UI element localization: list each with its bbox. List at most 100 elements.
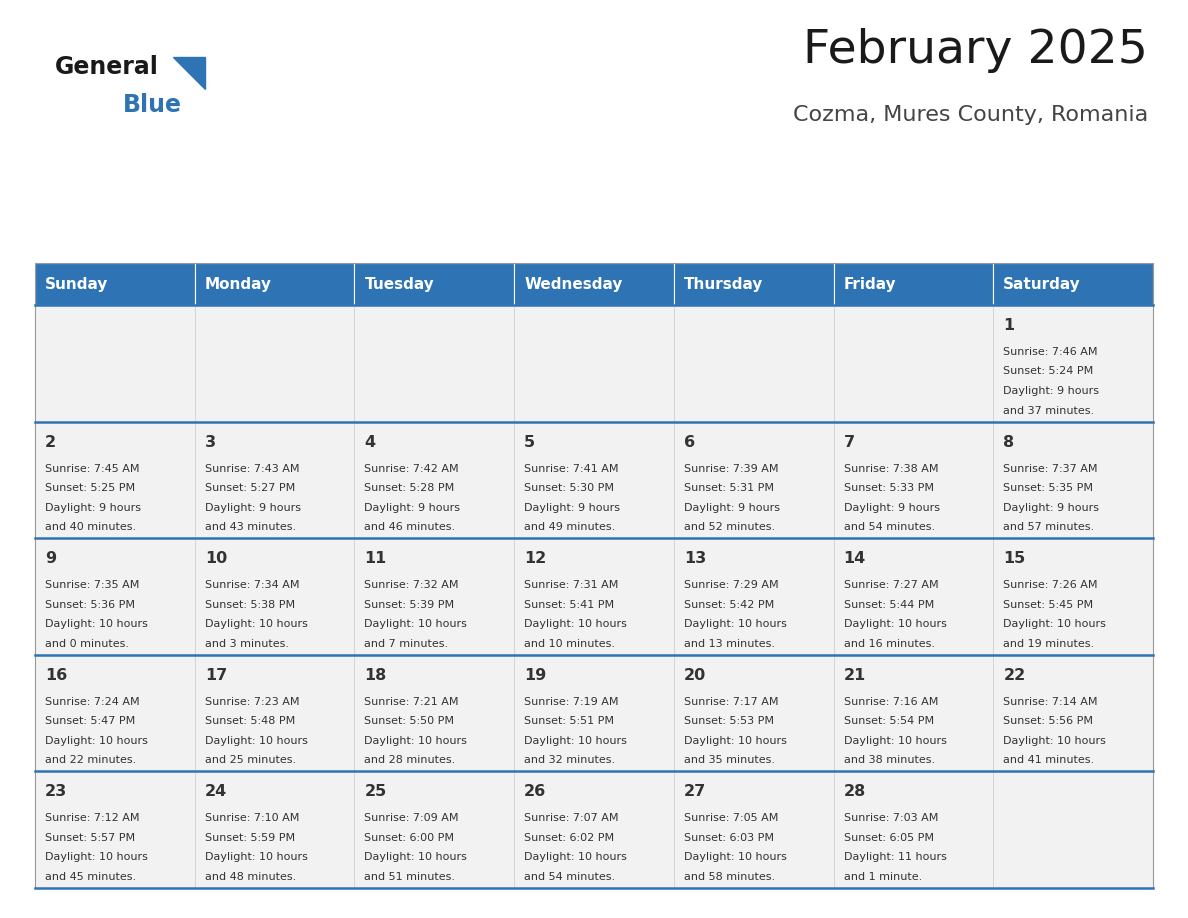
Text: Daylight: 9 hours: Daylight: 9 hours xyxy=(365,502,461,512)
Text: Monday: Monday xyxy=(204,276,272,292)
Text: Sunset: 5:28 PM: Sunset: 5:28 PM xyxy=(365,483,455,493)
Text: Sunrise: 7:23 AM: Sunrise: 7:23 AM xyxy=(204,697,299,707)
Text: Sunset: 5:45 PM: Sunset: 5:45 PM xyxy=(1004,599,1093,610)
Bar xyxy=(834,771,993,888)
Bar xyxy=(993,771,1154,888)
Bar xyxy=(195,421,354,538)
Text: and 54 minutes.: and 54 minutes. xyxy=(843,522,935,532)
Bar xyxy=(354,305,514,421)
Text: Daylight: 10 hours: Daylight: 10 hours xyxy=(684,736,786,745)
Bar xyxy=(195,538,354,655)
Text: and 40 minutes.: and 40 minutes. xyxy=(45,522,137,532)
Bar xyxy=(993,655,1154,771)
Text: Sunset: 5:53 PM: Sunset: 5:53 PM xyxy=(684,716,773,726)
Text: Daylight: 9 hours: Daylight: 9 hours xyxy=(204,502,301,512)
Bar xyxy=(674,421,834,538)
Text: Sunset: 5:38 PM: Sunset: 5:38 PM xyxy=(204,599,295,610)
Text: Sunset: 5:24 PM: Sunset: 5:24 PM xyxy=(1004,366,1093,376)
Text: Sunset: 5:42 PM: Sunset: 5:42 PM xyxy=(684,599,775,610)
Text: General: General xyxy=(55,55,159,79)
Text: Daylight: 10 hours: Daylight: 10 hours xyxy=(843,736,947,745)
Bar xyxy=(834,538,993,655)
Bar xyxy=(34,421,195,538)
Text: Daylight: 10 hours: Daylight: 10 hours xyxy=(524,620,627,629)
Text: 7: 7 xyxy=(843,434,854,450)
Text: and 38 minutes.: and 38 minutes. xyxy=(843,756,935,766)
Text: Sunset: 5:57 PM: Sunset: 5:57 PM xyxy=(45,833,135,843)
Text: Daylight: 10 hours: Daylight: 10 hours xyxy=(45,736,147,745)
Text: Daylight: 10 hours: Daylight: 10 hours xyxy=(45,853,147,862)
Text: Daylight: 10 hours: Daylight: 10 hours xyxy=(524,853,627,862)
Text: 23: 23 xyxy=(45,784,68,800)
Text: Sunrise: 7:38 AM: Sunrise: 7:38 AM xyxy=(843,464,939,474)
Text: 1: 1 xyxy=(1004,318,1015,333)
Text: and 1 minute.: and 1 minute. xyxy=(843,872,922,882)
Text: and 57 minutes.: and 57 minutes. xyxy=(1004,522,1094,532)
Bar xyxy=(674,655,834,771)
Bar xyxy=(34,305,195,421)
Text: Sunset: 5:51 PM: Sunset: 5:51 PM xyxy=(524,716,614,726)
Text: Sunset: 5:56 PM: Sunset: 5:56 PM xyxy=(1004,716,1093,726)
Text: Daylight: 10 hours: Daylight: 10 hours xyxy=(684,853,786,862)
Text: Sunset: 5:36 PM: Sunset: 5:36 PM xyxy=(45,599,135,610)
Text: Sunset: 5:59 PM: Sunset: 5:59 PM xyxy=(204,833,295,843)
Text: 25: 25 xyxy=(365,784,386,800)
Text: Sunrise: 7:39 AM: Sunrise: 7:39 AM xyxy=(684,464,778,474)
Bar xyxy=(34,263,195,305)
Text: Sunset: 5:27 PM: Sunset: 5:27 PM xyxy=(204,483,295,493)
Text: Sunrise: 7:35 AM: Sunrise: 7:35 AM xyxy=(45,580,139,590)
Bar xyxy=(195,263,354,305)
Text: Daylight: 10 hours: Daylight: 10 hours xyxy=(365,620,467,629)
Text: Daylight: 10 hours: Daylight: 10 hours xyxy=(1004,620,1106,629)
Text: Daylight: 10 hours: Daylight: 10 hours xyxy=(365,736,467,745)
Text: 26: 26 xyxy=(524,784,546,800)
Text: Daylight: 10 hours: Daylight: 10 hours xyxy=(1004,736,1106,745)
Text: 6: 6 xyxy=(684,434,695,450)
Text: Sunday: Sunday xyxy=(45,276,108,292)
Text: Sunset: 5:47 PM: Sunset: 5:47 PM xyxy=(45,716,135,726)
Text: Sunrise: 7:26 AM: Sunrise: 7:26 AM xyxy=(1004,580,1098,590)
Bar xyxy=(514,263,674,305)
Text: Daylight: 11 hours: Daylight: 11 hours xyxy=(843,853,947,862)
Text: 9: 9 xyxy=(45,551,56,566)
Text: Sunrise: 7:17 AM: Sunrise: 7:17 AM xyxy=(684,697,778,707)
Text: Thursday: Thursday xyxy=(684,276,763,292)
Text: Sunset: 5:54 PM: Sunset: 5:54 PM xyxy=(843,716,934,726)
Text: and 10 minutes.: and 10 minutes. xyxy=(524,639,615,649)
Text: 12: 12 xyxy=(524,551,546,566)
Text: and 46 minutes.: and 46 minutes. xyxy=(365,522,455,532)
Text: 15: 15 xyxy=(1004,551,1025,566)
Text: 5: 5 xyxy=(524,434,536,450)
Text: Sunrise: 7:32 AM: Sunrise: 7:32 AM xyxy=(365,580,459,590)
Bar xyxy=(195,655,354,771)
Text: Sunset: 5:41 PM: Sunset: 5:41 PM xyxy=(524,599,614,610)
Text: Daylight: 10 hours: Daylight: 10 hours xyxy=(684,620,786,629)
Text: Daylight: 10 hours: Daylight: 10 hours xyxy=(204,736,308,745)
Text: Sunset: 5:31 PM: Sunset: 5:31 PM xyxy=(684,483,773,493)
Bar xyxy=(34,771,195,888)
Bar xyxy=(514,305,674,421)
Text: Daylight: 9 hours: Daylight: 9 hours xyxy=(684,502,779,512)
Bar xyxy=(993,538,1154,655)
Bar xyxy=(195,305,354,421)
Text: Sunset: 6:02 PM: Sunset: 6:02 PM xyxy=(524,833,614,843)
Text: Daylight: 10 hours: Daylight: 10 hours xyxy=(524,736,627,745)
Text: and 0 minutes.: and 0 minutes. xyxy=(45,639,129,649)
Bar xyxy=(674,771,834,888)
Text: Sunrise: 7:14 AM: Sunrise: 7:14 AM xyxy=(1004,697,1098,707)
Text: 24: 24 xyxy=(204,784,227,800)
Text: Tuesday: Tuesday xyxy=(365,276,434,292)
Text: Sunset: 6:00 PM: Sunset: 6:00 PM xyxy=(365,833,455,843)
Text: and 35 minutes.: and 35 minutes. xyxy=(684,756,775,766)
Text: Sunset: 5:39 PM: Sunset: 5:39 PM xyxy=(365,599,455,610)
Text: Daylight: 10 hours: Daylight: 10 hours xyxy=(365,853,467,862)
Text: Sunrise: 7:46 AM: Sunrise: 7:46 AM xyxy=(1004,347,1098,357)
Bar xyxy=(674,538,834,655)
Text: Sunrise: 7:03 AM: Sunrise: 7:03 AM xyxy=(843,813,939,823)
Bar xyxy=(354,538,514,655)
Text: Sunrise: 7:41 AM: Sunrise: 7:41 AM xyxy=(524,464,619,474)
Text: 10: 10 xyxy=(204,551,227,566)
Bar xyxy=(354,771,514,888)
Text: 17: 17 xyxy=(204,667,227,683)
Text: Sunrise: 7:21 AM: Sunrise: 7:21 AM xyxy=(365,697,459,707)
